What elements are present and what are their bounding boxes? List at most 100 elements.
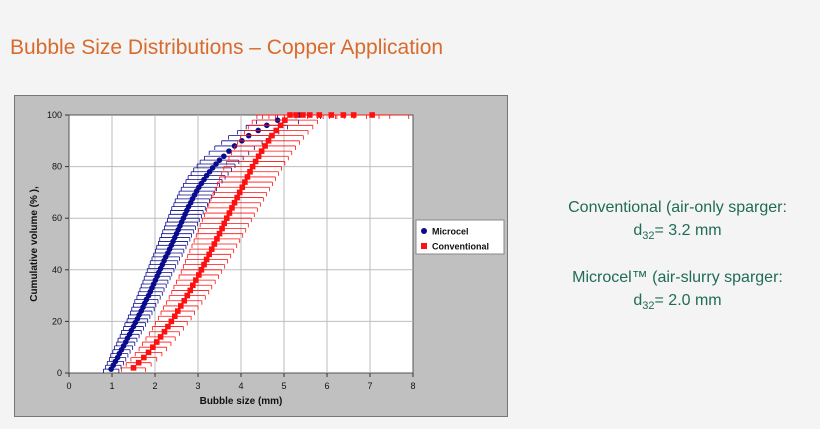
conventional-point (247, 168, 253, 175)
conventional-point (221, 220, 228, 227)
conventional-legend-label: Conventional (432, 242, 489, 252)
conventional-point (174, 308, 181, 314)
conventional-point (300, 112, 306, 118)
conventional-point (187, 287, 194, 294)
conventional-point (190, 282, 196, 289)
slide-title: Bubble Size Distributions – Copper Appli… (10, 36, 444, 59)
microcel-point (203, 172, 210, 179)
conventional-note: Conventional (air-only sparger: d32= 3.2… (540, 196, 815, 248)
microcel-note-line1: Microcel™ (air-slurry sparger: (572, 269, 783, 287)
conventional-point (226, 210, 233, 216)
conventional-point (350, 112, 357, 118)
conventional-note-line1: Conventional (air-only sparger: (568, 199, 787, 216)
conventional-point (249, 163, 256, 170)
x-tick-label: 5 (281, 381, 286, 391)
conventional-point (231, 199, 238, 206)
conventional-point (293, 112, 299, 118)
microcel-legend-label: Microcel (432, 227, 469, 237)
microcel-d-subscript: 32 (642, 300, 655, 313)
conventional-point (258, 148, 265, 154)
conventional-point (219, 225, 225, 232)
conventional-point (214, 236, 220, 242)
conventional-point (236, 189, 243, 196)
y-tick-label: 20 (52, 316, 62, 326)
x-tick-label: 0 (66, 381, 71, 391)
x-tick-label: 1 (109, 381, 114, 391)
conventional-point (201, 261, 207, 268)
conventional-point (198, 267, 205, 273)
conventional-d-subscript: 32 (642, 230, 655, 243)
conventional-point (196, 272, 202, 278)
conventional-point (157, 334, 164, 340)
conventional-point (161, 328, 168, 335)
y-tick-label: 80 (52, 162, 62, 172)
microcel-point (216, 157, 223, 163)
microcel-point (226, 148, 232, 154)
conventional-d-label: d (633, 222, 643, 239)
conventional-point (328, 112, 335, 118)
conventional-d-value: = 3.2 mm (654, 222, 722, 239)
conventional-point (168, 318, 175, 325)
conventional-point (165, 323, 171, 330)
microcel-note: Microcel™ (air-slurry sparger: d32= 2.0 … (540, 266, 815, 318)
conventional-point (316, 112, 323, 118)
microcel-point (221, 153, 227, 160)
microcel-d-value: = 2.0 mm (654, 292, 722, 310)
conventional-point (141, 354, 147, 361)
conventional-point (206, 251, 212, 258)
conventional-note-line2: d32= 3.2 mm (540, 219, 815, 248)
conventional-point (265, 138, 272, 144)
conventional-point (242, 179, 248, 185)
x-tick-label: 3 (195, 381, 200, 391)
conventional-point (307, 112, 313, 118)
x-tick-label: 8 (410, 381, 415, 391)
conventional-point (269, 132, 275, 139)
conventional-point (277, 122, 284, 129)
conventional-legend-marker (421, 243, 427, 249)
microcel-point (209, 165, 216, 171)
conventional-point (244, 174, 251, 180)
conventional-point (193, 277, 199, 283)
y-tick-label: 100 (47, 110, 62, 120)
conventional-point (135, 359, 142, 366)
microcel-d-label: d (633, 292, 643, 310)
conventional-point (234, 194, 240, 201)
microcel-legend-marker (421, 228, 427, 234)
conventional-point (216, 230, 223, 237)
conventional-point (239, 184, 246, 191)
y-axis-label: Cumulative volume (% ), (29, 186, 40, 302)
legend-box (415, 219, 505, 255)
conventional-point (229, 205, 235, 211)
conventional-point (181, 297, 188, 304)
conventional-point (255, 153, 262, 160)
conventional-point (203, 256, 210, 263)
y-tick-label: 0 (57, 368, 62, 378)
conventional-point (145, 349, 152, 356)
microcel-point (206, 168, 213, 175)
x-axis-label: Bubble size (mm) (200, 396, 283, 407)
conventional-point (150, 344, 156, 350)
conventional-point (282, 117, 288, 123)
x-tick-label: 7 (367, 381, 372, 391)
conventional-point (252, 158, 259, 165)
x-tick-label: 2 (152, 381, 157, 391)
microcel-note-line2: d32= 2.0 mm (540, 289, 815, 318)
conventional-point (340, 112, 347, 118)
conventional-point (184, 292, 191, 299)
y-tick-label: 60 (52, 213, 62, 223)
conventional-point (273, 127, 280, 134)
x-tick-label: 6 (324, 381, 329, 391)
conventional-point (262, 143, 268, 149)
x-tick-label: 4 (238, 381, 243, 391)
conventional-point (224, 215, 230, 221)
conventional-point (287, 112, 293, 118)
conventional-point (178, 303, 184, 309)
conventional-point (211, 241, 218, 247)
conventional-point (130, 365, 137, 371)
microcel-point (213, 161, 219, 167)
notes-panel: Conventional (air-only sparger: d32= 3.2… (540, 196, 815, 336)
y-tick-label: 40 (52, 265, 62, 275)
conventional-point (153, 339, 160, 345)
conventional-point (208, 246, 215, 252)
